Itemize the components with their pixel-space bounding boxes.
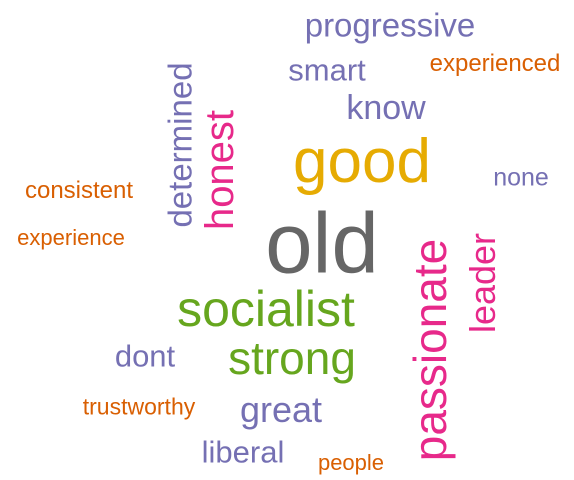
word-smart: smart <box>288 52 366 88</box>
word-dont: dont <box>114 338 176 374</box>
word-determined: determined <box>161 62 199 228</box>
word-know: know <box>346 89 426 127</box>
word-trustworthy: trustworthy <box>82 393 196 420</box>
word-people: people <box>317 450 385 475</box>
word-passionate: passionate <box>404 238 456 462</box>
word-progressive: progressive <box>304 6 476 44</box>
word-experienced: experienced <box>429 50 561 77</box>
word-consistent: consistent <box>24 177 134 204</box>
word-good: good <box>293 127 431 196</box>
word-strong: strong <box>228 332 356 384</box>
word-experience: experience <box>17 225 125 250</box>
word-leader: leader <box>462 232 503 334</box>
word-socialist: socialist <box>177 281 355 337</box>
word-great: great <box>239 389 323 430</box>
word-liberal: liberal <box>201 434 285 470</box>
word-old: old <box>265 196 379 292</box>
word-none: none <box>493 163 549 192</box>
word-honest: honest <box>198 109 242 231</box>
